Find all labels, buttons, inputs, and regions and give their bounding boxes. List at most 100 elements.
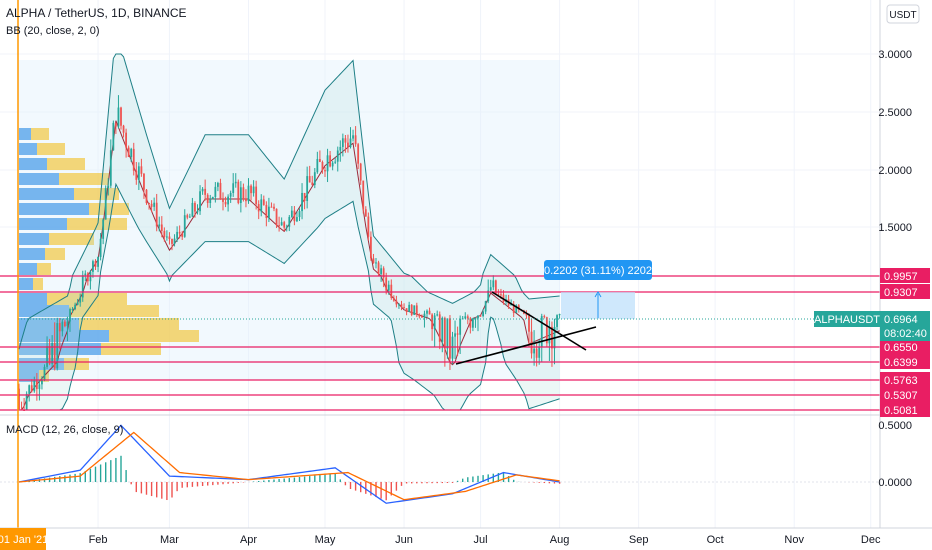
candle-body [232, 183, 235, 193]
candle-body [76, 302, 79, 305]
candle-body [204, 188, 207, 195]
level-tag-box [880, 387, 930, 402]
volume-profile-bar-up [19, 173, 59, 185]
candle-body [436, 314, 439, 316]
candle-body [408, 304, 411, 312]
candle-body [268, 206, 270, 218]
candle-body [130, 148, 133, 158]
candle-body [466, 316, 469, 319]
candle-body [46, 346, 48, 367]
candle-body [382, 268, 385, 278]
volume-profile-bar-down [49, 233, 94, 245]
candle-body [354, 135, 357, 145]
candle-body [489, 287, 492, 291]
candle-body [469, 318, 472, 328]
time-axis-ticks[interactable]: Feb Mar Apr May Jun Jul Aug Sep Oct Nov Dec [89, 534, 881, 546]
candle-body [515, 305, 518, 313]
candle-body [375, 262, 377, 264]
candle-body [352, 135, 354, 139]
symbol-title: ALPHA / TetherUS, 1D, BINANCE [6, 6, 187, 20]
candle-body [530, 331, 533, 354]
candle-body [69, 309, 71, 322]
candle-body [28, 385, 31, 394]
candle-body [426, 310, 428, 314]
volume-profile-bar-down [59, 173, 109, 185]
volume-profile-bar-down [67, 218, 127, 230]
candle-body [512, 304, 515, 313]
candle-body [347, 142, 349, 148]
measure-label-box [544, 260, 652, 280]
date-cursor-label: 01 Jan '21 [0, 534, 48, 546]
candle-body [81, 275, 84, 298]
candle-body [122, 125, 125, 133]
time-tick-label: Sep [629, 534, 649, 546]
candle-body [349, 138, 352, 148]
candle-body [316, 159, 319, 173]
volume-profile-bar-up [19, 128, 31, 140]
volume-profile-bar-up [19, 263, 37, 275]
date-cursor-box [0, 528, 46, 550]
candle-body [206, 194, 209, 204]
last-price: 0.6964 [884, 314, 918, 326]
candle-body [339, 146, 342, 151]
candle-body [456, 333, 459, 335]
candle-body [543, 316, 546, 318]
triangle-lower-line[interactable] [455, 326, 597, 365]
candle-body [280, 222, 283, 226]
candle-body [344, 138, 347, 143]
volume-profile-bar-down [37, 263, 51, 275]
candle-body [140, 166, 143, 174]
candle-body [245, 198, 247, 202]
candle-body [415, 305, 418, 315]
candle-body [148, 203, 150, 205]
level-tag-label: 0.5763 [884, 375, 918, 387]
candle-body [237, 181, 240, 203]
candle-body [275, 208, 278, 226]
candle-body [58, 323, 61, 332]
candle-body [71, 309, 74, 311]
candle-body [262, 199, 265, 205]
candle-body [324, 170, 326, 172]
candle-body [166, 236, 168, 238]
candle-body [533, 348, 535, 354]
candle-body [303, 192, 306, 201]
currency-button[interactable] [886, 4, 920, 24]
candle-body [545, 317, 548, 344]
time-tick-label: Oct [707, 534, 724, 546]
candle-body [525, 313, 528, 316]
time-tick-label: Jun [395, 534, 413, 546]
volume-profile-bar-up [19, 143, 37, 155]
candle-body [362, 180, 365, 210]
candle-body [421, 316, 423, 318]
candle-body [117, 107, 120, 127]
candle-body [74, 304, 76, 310]
level-tag-box [880, 268, 930, 283]
candle-body [183, 215, 186, 237]
candle-body [94, 261, 97, 267]
candle-body [260, 199, 263, 212]
volume-profile-bar-up [19, 305, 69, 317]
candle-body [163, 230, 166, 238]
triangle-upper-line[interactable] [491, 291, 587, 351]
candle-body [35, 380, 38, 390]
volume-profile-bar-down [47, 158, 85, 170]
candle-body [178, 231, 181, 234]
candle-body [479, 315, 482, 317]
candle-body [403, 307, 405, 309]
candle-body [219, 182, 222, 200]
symbol-tag-box [814, 311, 880, 327]
volume-profile-bar-down [69, 305, 159, 317]
candle-body [500, 294, 502, 296]
candle-body [171, 239, 173, 244]
candle-body [155, 202, 158, 227]
price-tick-label: 1.5000 [878, 222, 912, 234]
bb-upper [18, 53, 560, 350]
volume-profile-bar-up [19, 318, 79, 330]
price-axis[interactable] [880, 0, 932, 528]
candle-body [293, 210, 296, 222]
volume-profile-bar-up [19, 330, 109, 342]
candle-body [194, 202, 196, 212]
candle-body [211, 196, 214, 199]
candle-body [385, 277, 388, 291]
